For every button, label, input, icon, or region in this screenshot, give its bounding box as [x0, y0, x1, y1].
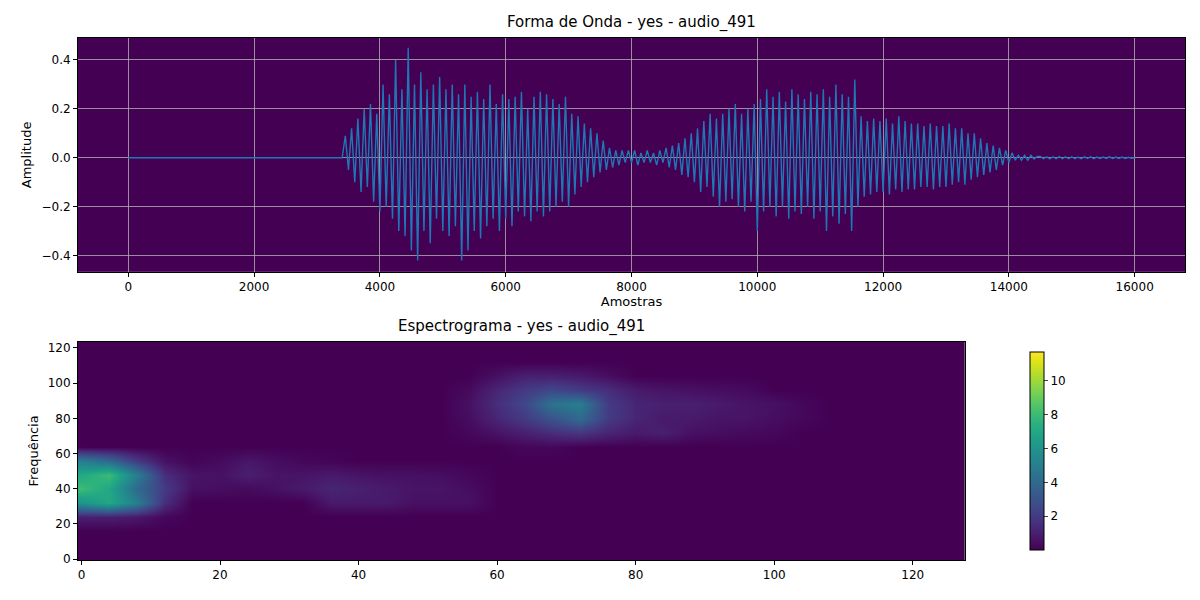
- svg-text:100: 100: [48, 376, 71, 390]
- svg-text:120: 120: [48, 341, 71, 355]
- svg-text:40: 40: [55, 482, 70, 496]
- svg-text:120: 120: [901, 568, 924, 582]
- svg-text:0: 0: [63, 552, 71, 566]
- svg-text:0.4: 0.4: [52, 53, 71, 67]
- svg-text:40: 40: [351, 568, 366, 582]
- svg-text:Espectrograma - yes - audio_49: Espectrograma - yes - audio_491: [398, 317, 645, 336]
- svg-text:10: 10: [1050, 374, 1065, 388]
- svg-text:8000: 8000: [616, 280, 647, 294]
- svg-text:0: 0: [124, 280, 132, 294]
- svg-text:6: 6: [1050, 442, 1058, 456]
- svg-text:20: 20: [212, 568, 227, 582]
- svg-text:100: 100: [763, 568, 786, 582]
- svg-text:8: 8: [1050, 408, 1058, 422]
- svg-text:Amostras: Amostras: [601, 294, 663, 309]
- svg-text:−0.4: −0.4: [41, 249, 70, 263]
- svg-text:80: 80: [55, 412, 70, 426]
- svg-text:Amplitude: Amplitude: [19, 122, 34, 189]
- svg-text:4: 4: [1050, 476, 1058, 490]
- svg-text:6000: 6000: [490, 280, 521, 294]
- svg-text:60: 60: [55, 447, 70, 461]
- svg-text:12000: 12000: [864, 280, 902, 294]
- svg-text:2000: 2000: [239, 280, 270, 294]
- svg-text:20: 20: [55, 517, 70, 531]
- svg-text:2: 2: [1050, 509, 1058, 523]
- svg-text:Frequência: Frequência: [26, 415, 41, 486]
- svg-text:80: 80: [628, 568, 643, 582]
- svg-text:60: 60: [489, 568, 504, 582]
- svg-text:14000: 14000: [990, 280, 1028, 294]
- svg-text:10000: 10000: [738, 280, 776, 294]
- svg-text:16000: 16000: [1116, 280, 1154, 294]
- svg-text:Forma de Onda - yes - audio_49: Forma de Onda - yes - audio_491: [507, 13, 756, 32]
- svg-text:4000: 4000: [365, 280, 396, 294]
- svg-text:0.0: 0.0: [52, 151, 71, 165]
- svg-text:−0.2: −0.2: [41, 200, 70, 214]
- svg-text:0.2: 0.2: [52, 102, 71, 116]
- svg-text:0: 0: [78, 568, 86, 582]
